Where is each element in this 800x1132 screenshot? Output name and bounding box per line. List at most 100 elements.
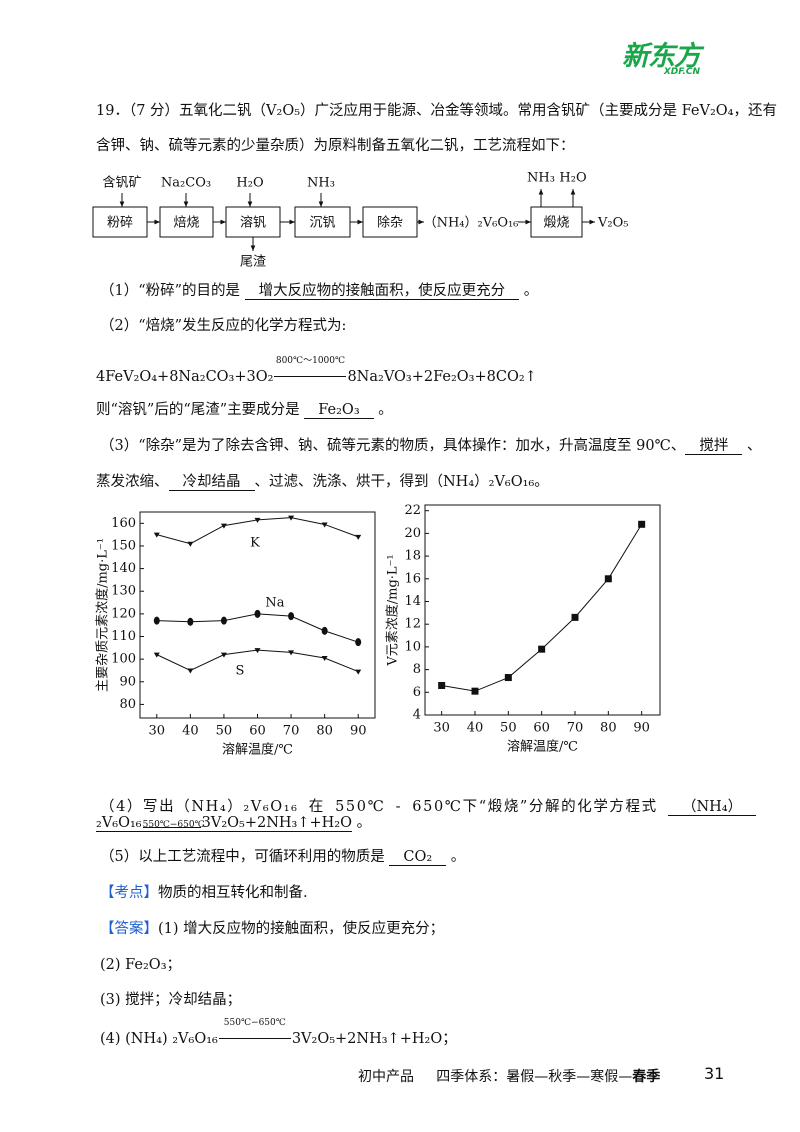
- arrow-head: [318, 201, 324, 207]
- arrow-head: [589, 219, 595, 225]
- y-tick-label: 6: [413, 685, 421, 700]
- marker: [321, 626, 328, 635]
- marker: [187, 668, 194, 674]
- y-tick-label: 130: [111, 584, 136, 599]
- footer-product: 初中产品: [358, 1069, 414, 1085]
- marker: [321, 656, 328, 662]
- keypoint: 【考点】物质的相互转化和制备.: [100, 883, 308, 903]
- text: （1）“粉碎”的目的是: [100, 283, 241, 299]
- logo: 新东方 XDF.CN: [622, 34, 701, 77]
- x-tick-label: 30: [433, 721, 450, 736]
- y-tick-label: 12: [404, 617, 421, 632]
- series-label: Na: [265, 596, 284, 611]
- marker: [288, 515, 295, 521]
- logo-site: XDF.CN: [663, 67, 700, 77]
- text: (4) (NH₄) ₂V₆O₁₆: [100, 1031, 218, 1047]
- gas-label: H₂O: [559, 171, 586, 186]
- x-tick-label: 70: [567, 721, 584, 736]
- series-line: [156, 613, 359, 643]
- text: 物质的相互转化和制备.: [158, 885, 308, 901]
- solution-line: (3) 搅拌；冷却结晶；: [100, 992, 242, 1008]
- process-label: 沉钒: [309, 216, 335, 231]
- series-line: [441, 524, 643, 692]
- part-2b: 则“溶钒”后的“尾渣”主要成分是 Fe₂O₃ 。: [96, 400, 393, 420]
- text: 、: [746, 438, 762, 454]
- answer: CO₂: [389, 849, 447, 866]
- y-tick-label: 100: [111, 652, 136, 667]
- marker: [538, 645, 546, 653]
- y-tick-label: 16: [404, 571, 421, 586]
- text: （4）写出（NH₄）₂V₆O₁₆ 在 550℃ - 650℃下“煅烧”分解的化学…: [100, 799, 658, 815]
- eq-sign: 800℃～1000℃: [274, 356, 347, 377]
- marker: [153, 616, 160, 625]
- solution: 【答案】(1) 增大反应物的接触面积，使反应更充分；: [100, 919, 444, 939]
- intermediate: （NH₄）₂V₆O₁₆: [424, 216, 519, 231]
- text: 、过滤、洗涤、烘干，得到（NH₄）₂V₆O₁₆。: [254, 474, 549, 490]
- y-tick-label: 110: [111, 629, 136, 644]
- x-tick-label: 40: [182, 724, 199, 739]
- arrow-head: [220, 219, 226, 225]
- part-1: （1）“粉碎”的目的是 增大反应物的接触面积，使反应更充分 。: [100, 281, 538, 301]
- condition: 800℃～1000℃: [275, 356, 346, 366]
- x-tick-label: 90: [350, 724, 367, 739]
- y-tick-label: 14: [404, 594, 421, 609]
- eq-sign: 550℃−650℃: [218, 1018, 291, 1039]
- series-line: [156, 649, 359, 673]
- solution-line: (2) Fe₂O₃；: [100, 957, 182, 973]
- y-tick-label: 8: [413, 662, 421, 677]
- x-tick-label: 60: [249, 724, 266, 739]
- product: V₂O₅: [597, 216, 628, 231]
- footer: 初中产品 四季体系：暑假—秋季—寒假—春季: [358, 1066, 660, 1086]
- answer: 冷却结晶: [168, 474, 255, 491]
- tag: 【答案】: [100, 921, 158, 937]
- condition: 550℃−650℃: [223, 1018, 286, 1028]
- footer-season: 春季: [632, 1069, 661, 1085]
- arrow-head: [250, 245, 256, 251]
- y-tick-label: 20: [404, 526, 421, 541]
- part-3b: 蒸发浓缩、 冷却结晶 、过滤、洗涤、烘干，得到（NH₄）₂V₆O₁₆。: [96, 472, 549, 492]
- eq-sign: 550℃−650℃: [142, 820, 205, 830]
- marker: [288, 612, 295, 621]
- x-tick-label: 80: [600, 721, 617, 736]
- arrow-head: [418, 219, 424, 225]
- text: 则“溶钒”后的“尾渣”主要成分是: [96, 402, 300, 418]
- x-tick-label: 80: [316, 724, 333, 739]
- series-label: K: [250, 536, 260, 551]
- answer: 增大反应物的接触面积，使反应更充分: [244, 283, 520, 300]
- text: 蒸发浓缩、: [96, 474, 169, 490]
- y-tick-label: 140: [111, 561, 136, 576]
- marker: [604, 575, 612, 583]
- marker: [220, 523, 227, 529]
- y-tick-label: 150: [111, 538, 136, 553]
- marker: [571, 613, 579, 621]
- part-3: （3）“除杂”是为了除去含钾、钠、硫等元素的物质，具体操作：加水，升高温度至 9…: [100, 436, 761, 456]
- answer: Fe₂O₃: [304, 402, 374, 419]
- marker: [355, 669, 362, 675]
- condition: 550℃−650℃: [142, 820, 205, 830]
- marker: [504, 674, 512, 682]
- arrow-head: [154, 219, 160, 225]
- stem-line: 含钾、钠、硫等元素的少量杂质）为原料制备五氧化二钒，工艺流程如下：: [96, 138, 575, 154]
- input-label: H₂O: [236, 176, 263, 191]
- marker: [288, 650, 295, 656]
- x-tick-label: 50: [500, 721, 517, 736]
- arrow-head: [247, 201, 253, 207]
- residue: 尾渣: [240, 255, 266, 270]
- process-label: 焙烧: [173, 216, 199, 231]
- text: 4FeV₂O₄+8Na₂CO₃+3O₂: [96, 369, 274, 385]
- x-tick-label: 70: [283, 724, 300, 739]
- y-tick-label: 4: [413, 708, 421, 723]
- stem-line: 19．（7 分）五氧化二钒（V₂O₅）广泛应用于能源、冶金等领域。常用含钒矿（主…: [96, 103, 777, 119]
- x-axis-label: 溶解温度/℃: [507, 739, 578, 755]
- marker: [187, 617, 194, 626]
- gas-label: NH₃: [527, 171, 555, 186]
- y-axis-label: 主要杂质元素浓度/mg·L⁻¹: [95, 538, 111, 692]
- text: （5）以上工艺流程中，可循环利用的物质是: [100, 849, 385, 865]
- marker: [638, 520, 646, 528]
- y-axis-label: V元素浓度/mg·L⁻¹: [385, 554, 401, 666]
- input-label: Na₂CO₃: [161, 176, 211, 191]
- x-tick-label: 60: [533, 721, 550, 736]
- y-tick-label: 90: [119, 674, 136, 689]
- marker: [254, 609, 261, 618]
- marker: [153, 652, 160, 658]
